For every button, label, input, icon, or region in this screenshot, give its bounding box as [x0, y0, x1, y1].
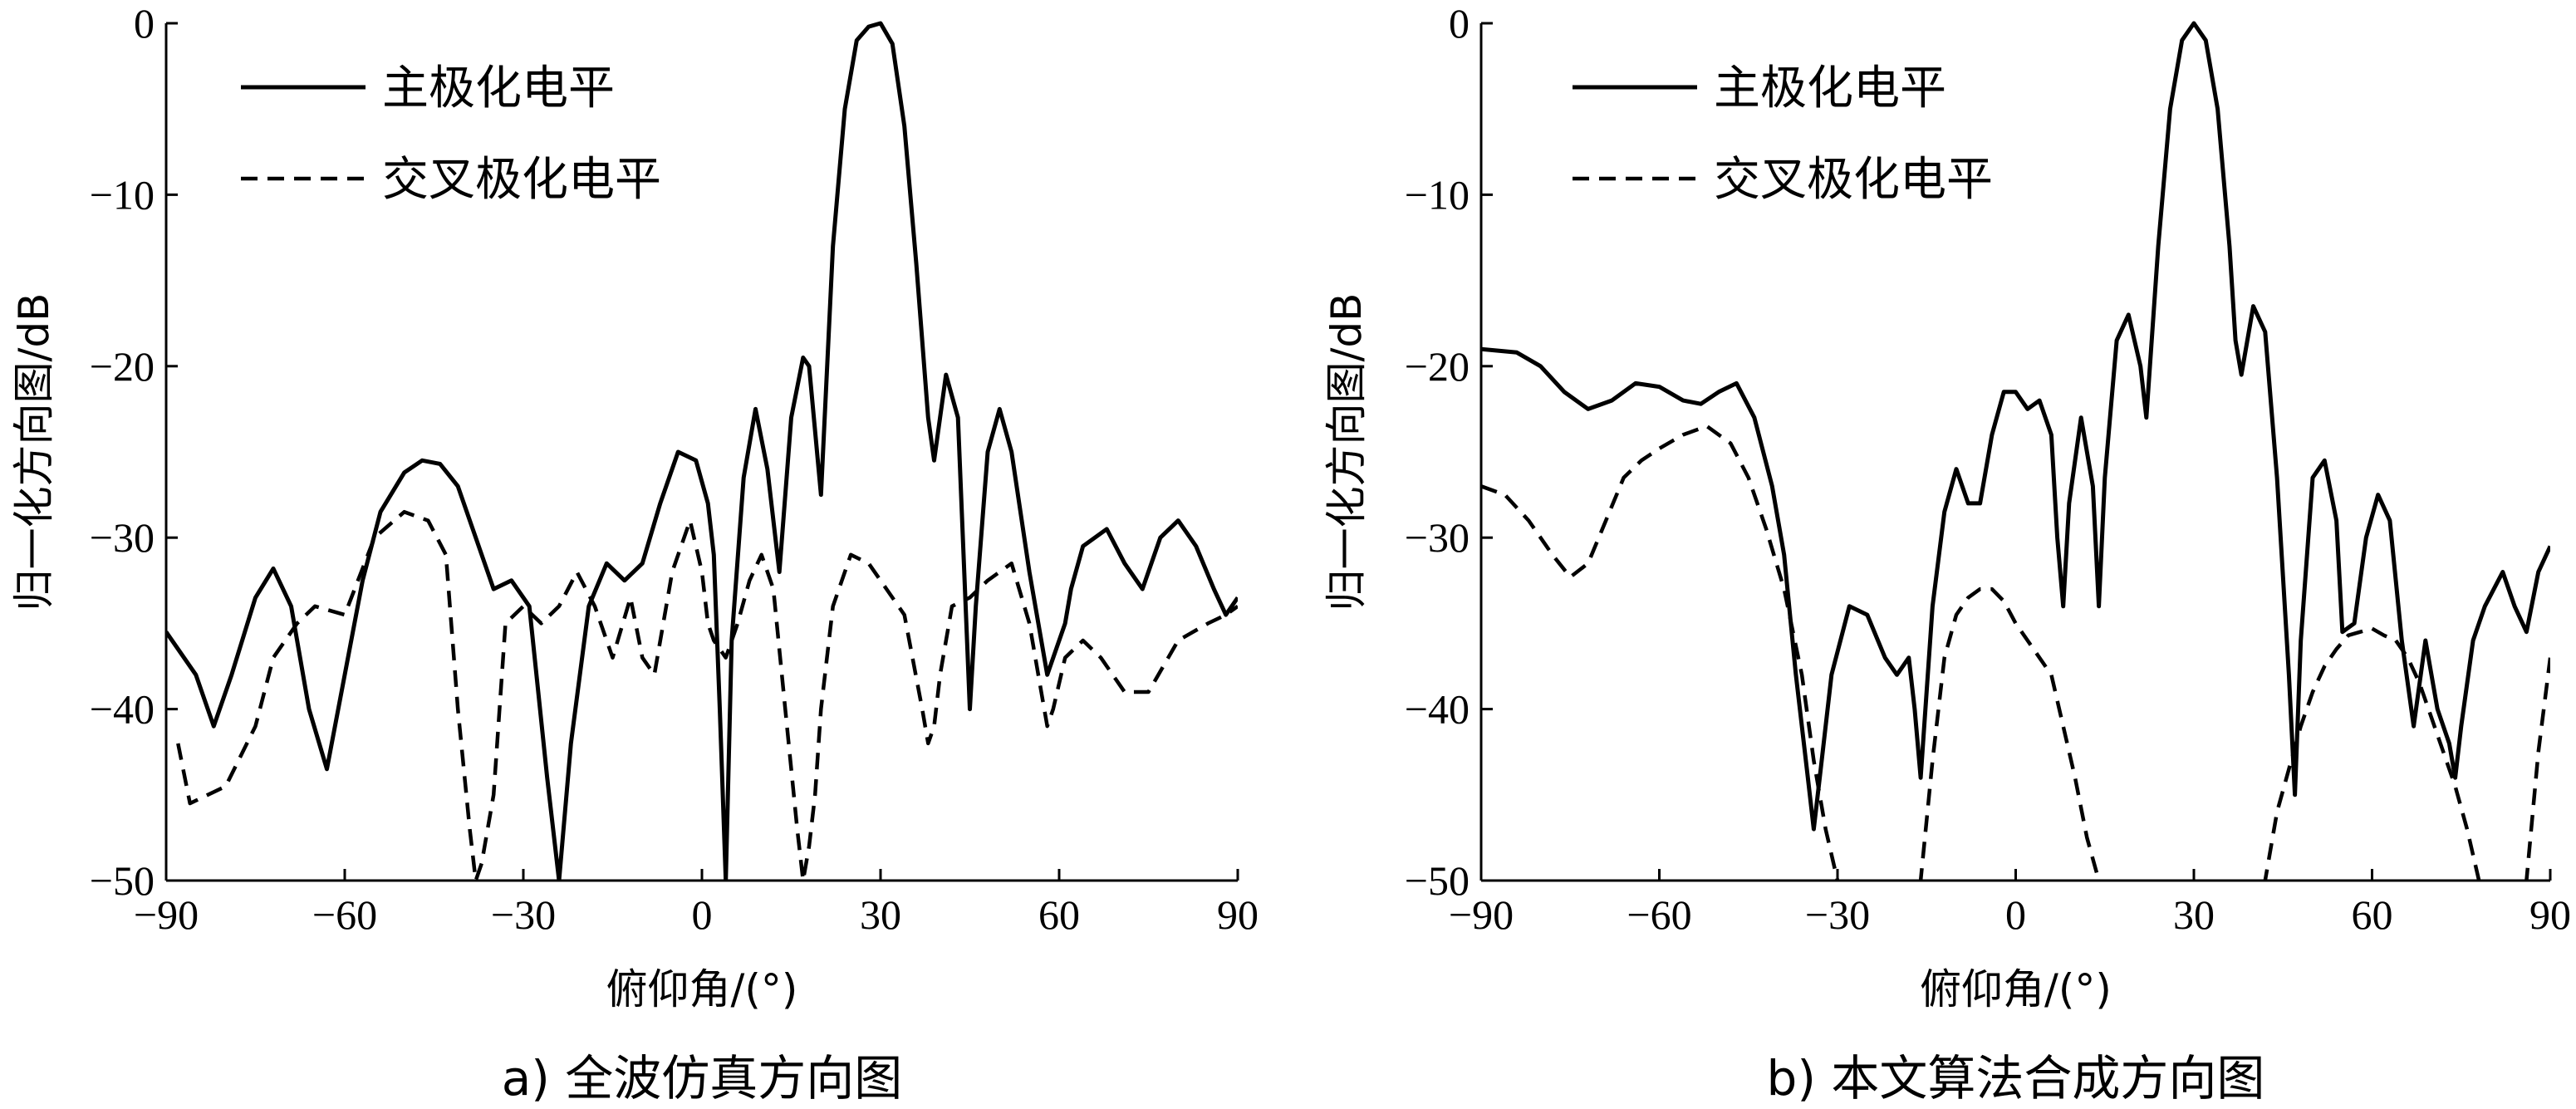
chart-panel-a: 0 −10 −20 −30 −40 −50−90 −60 −30 0 30 60 90 俯仰角/(°) 归… [10, 0, 1259, 1107]
x-tick-label: 90 [2529, 891, 2571, 938]
y-tick-label: −30 [90, 514, 155, 561]
legend-label: 主极化电平 [1714, 61, 1946, 115]
y-tick-label: −40 [90, 686, 155, 733]
x-tick-label: −90 [134, 891, 199, 938]
x-tick-label: 60 [1038, 891, 1080, 938]
y-tick-label: −20 [90, 343, 155, 390]
x-tick-label: −30 [491, 891, 556, 938]
y-tick-label: 0 [1449, 0, 1470, 47]
x-tick-label: −30 [1805, 891, 1870, 938]
y-axis-label: 归一化方向图/dB [1322, 293, 1371, 611]
x-tick-label: 0 [692, 891, 713, 938]
x-tick-label: 30 [860, 891, 901, 938]
x-tick-label: 0 [2005, 891, 2026, 938]
y-tick-label: −20 [1405, 343, 1470, 390]
y-tick-label: −10 [90, 171, 155, 218]
x-tick-label: 90 [1217, 891, 1259, 938]
series-line-main-pol [1481, 21, 2550, 832]
series-line-cross-pol [176, 509, 1238, 881]
y-tick-label: −50 [90, 857, 155, 904]
y-axis-label: 归一化方向图/dB [10, 293, 58, 611]
y-tick-label: −40 [1405, 686, 1470, 733]
x-tick-label: −60 [312, 891, 377, 938]
x-tick-label: 30 [2173, 891, 2215, 938]
x-axis-label: 俯仰角/(°) [606, 965, 798, 1013]
series-line-main-pol [166, 21, 1238, 881]
y-tick-label: 0 [134, 0, 155, 47]
legend-label: 交叉极化电平 [382, 153, 661, 207]
x-tick-label: 60 [2352, 891, 2393, 938]
y-tick-label: −30 [1405, 514, 1470, 561]
legend-label: 交叉极化电平 [1714, 153, 1993, 207]
x-tick-label: −90 [1449, 891, 1514, 938]
panel-caption: b) 本文算法合成方向图 [1767, 1050, 2265, 1107]
x-tick-label: −60 [1627, 891, 1691, 938]
x-axis-label: 俯仰角/(°) [1920, 965, 2112, 1013]
y-tick-label: −50 [1405, 857, 1470, 904]
legend-label: 主极化电平 [382, 61, 615, 115]
chart-panel-b: 0 −10 −20 −30 −40 −50−90 −60 −30 0 30 60 90 俯仰角/(°) 归… [1322, 0, 2571, 1107]
panel-caption: a) 全波仿真方向图 [502, 1050, 903, 1107]
y-tick-label: −10 [1405, 171, 1470, 218]
